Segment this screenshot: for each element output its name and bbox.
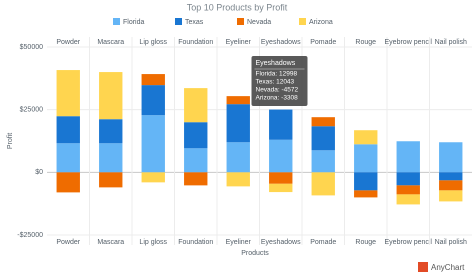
bar-segment <box>184 148 208 173</box>
bar-segment <box>99 72 123 120</box>
legend-label: Nevada <box>247 19 271 26</box>
bar-segment <box>226 172 250 187</box>
tooltip-line: Texas: 12043 <box>256 79 295 86</box>
bar-segment <box>56 172 80 193</box>
tooltip-line: Nevada: -4572 <box>256 87 299 94</box>
x-tick-label-top: Mascara <box>97 39 124 46</box>
bar-segment <box>269 109 293 140</box>
chart-title: Top 10 Products by Profit <box>187 2 288 12</box>
x-tick-label-top: Eyeshadows <box>261 39 301 46</box>
legend-marker <box>175 18 182 25</box>
x-tick-label-top: Nail polish <box>435 39 467 46</box>
bar-segment <box>141 85 165 116</box>
x-tick-label: Lip gloss <box>139 239 167 246</box>
bar-segment <box>354 190 378 198</box>
x-tick-label: Eyeshadows <box>261 239 301 246</box>
y-tick-label: $50000 <box>20 44 43 51</box>
bar-segment <box>396 194 420 205</box>
legend-label: Texas <box>185 19 204 26</box>
bar-segment <box>311 117 335 127</box>
x-tick-label: Eyebrow pencil <box>385 239 433 246</box>
x-tick-label: Powder <box>56 239 80 246</box>
x-tick-label: Rouge <box>355 239 376 246</box>
bar-segment <box>396 172 420 186</box>
x-tick-label-top: Lip gloss <box>139 39 167 46</box>
bar-segment <box>56 143 80 173</box>
bar-segment <box>311 172 335 196</box>
x-tick-label: Mascara <box>97 239 124 246</box>
bar-segment <box>269 172 293 184</box>
bar-segment <box>226 104 250 143</box>
bar-segment <box>141 172 165 183</box>
legend-marker <box>299 18 306 25</box>
bar-segment <box>226 142 250 173</box>
legend-marker <box>237 18 244 25</box>
bar-segment <box>354 144 378 173</box>
bar-segment <box>396 141 420 173</box>
y-tick-label: $0 <box>35 169 43 176</box>
tooltip-title: Eyeshadows <box>256 60 296 67</box>
legend-label: Arizona <box>309 19 333 26</box>
legend-marker <box>113 18 120 25</box>
x-tick-label: Pomade <box>310 239 336 246</box>
credits-logo <box>418 262 428 272</box>
x-tick-label-top: Foundation <box>178 39 213 46</box>
x-tick-label-top: Rouge <box>355 39 376 46</box>
bar-segment <box>311 126 335 151</box>
bar-segment <box>141 115 165 173</box>
x-tick-label-top: Eyeliner <box>226 39 252 46</box>
bar-segment <box>439 142 463 173</box>
bar-segment <box>184 122 208 149</box>
bar-segment <box>439 180 463 191</box>
y-axis-title: Profit <box>7 133 14 149</box>
legend-label: Florida <box>123 19 145 26</box>
credits[interactable]: AnyChart <box>418 262 465 272</box>
bar-segment <box>99 143 123 173</box>
bar-segment <box>439 172 463 181</box>
x-tick-label: Eyeliner <box>226 239 252 246</box>
y-tick-label: $25000 <box>20 107 43 114</box>
x-axis-title: Products <box>241 250 269 257</box>
bar-segment <box>56 116 80 144</box>
bar-segment <box>99 172 123 188</box>
bar-segment <box>226 96 250 105</box>
bar-segment <box>99 119 123 144</box>
bar-segment <box>354 172 378 191</box>
tooltip-line: Arizona: -3308 <box>256 95 299 102</box>
bar-segment <box>439 190 463 202</box>
bar-segment <box>141 74 165 86</box>
x-tick-label-top: Eyebrow pencil <box>385 39 433 46</box>
bar-segment <box>184 88 208 123</box>
x-tick-label-top: Pomade <box>310 39 336 46</box>
credits-text[interactable]: AnyChart <box>431 263 465 272</box>
x-tick-label: Nail polish <box>435 239 467 246</box>
bar-segment <box>311 150 335 173</box>
bar-segment <box>184 172 208 186</box>
bar-segment <box>269 139 293 173</box>
bar-segment <box>396 185 420 195</box>
bar-segment <box>354 130 378 145</box>
bar-segment <box>56 70 80 117</box>
tooltip-line: Florida: 12998 <box>256 71 298 78</box>
x-tick-label-top: Powder <box>56 39 80 46</box>
bar-segment <box>269 183 293 193</box>
x-tick-label: Foundation <box>178 239 213 246</box>
y-tick-label: -$25000 <box>17 232 43 239</box>
